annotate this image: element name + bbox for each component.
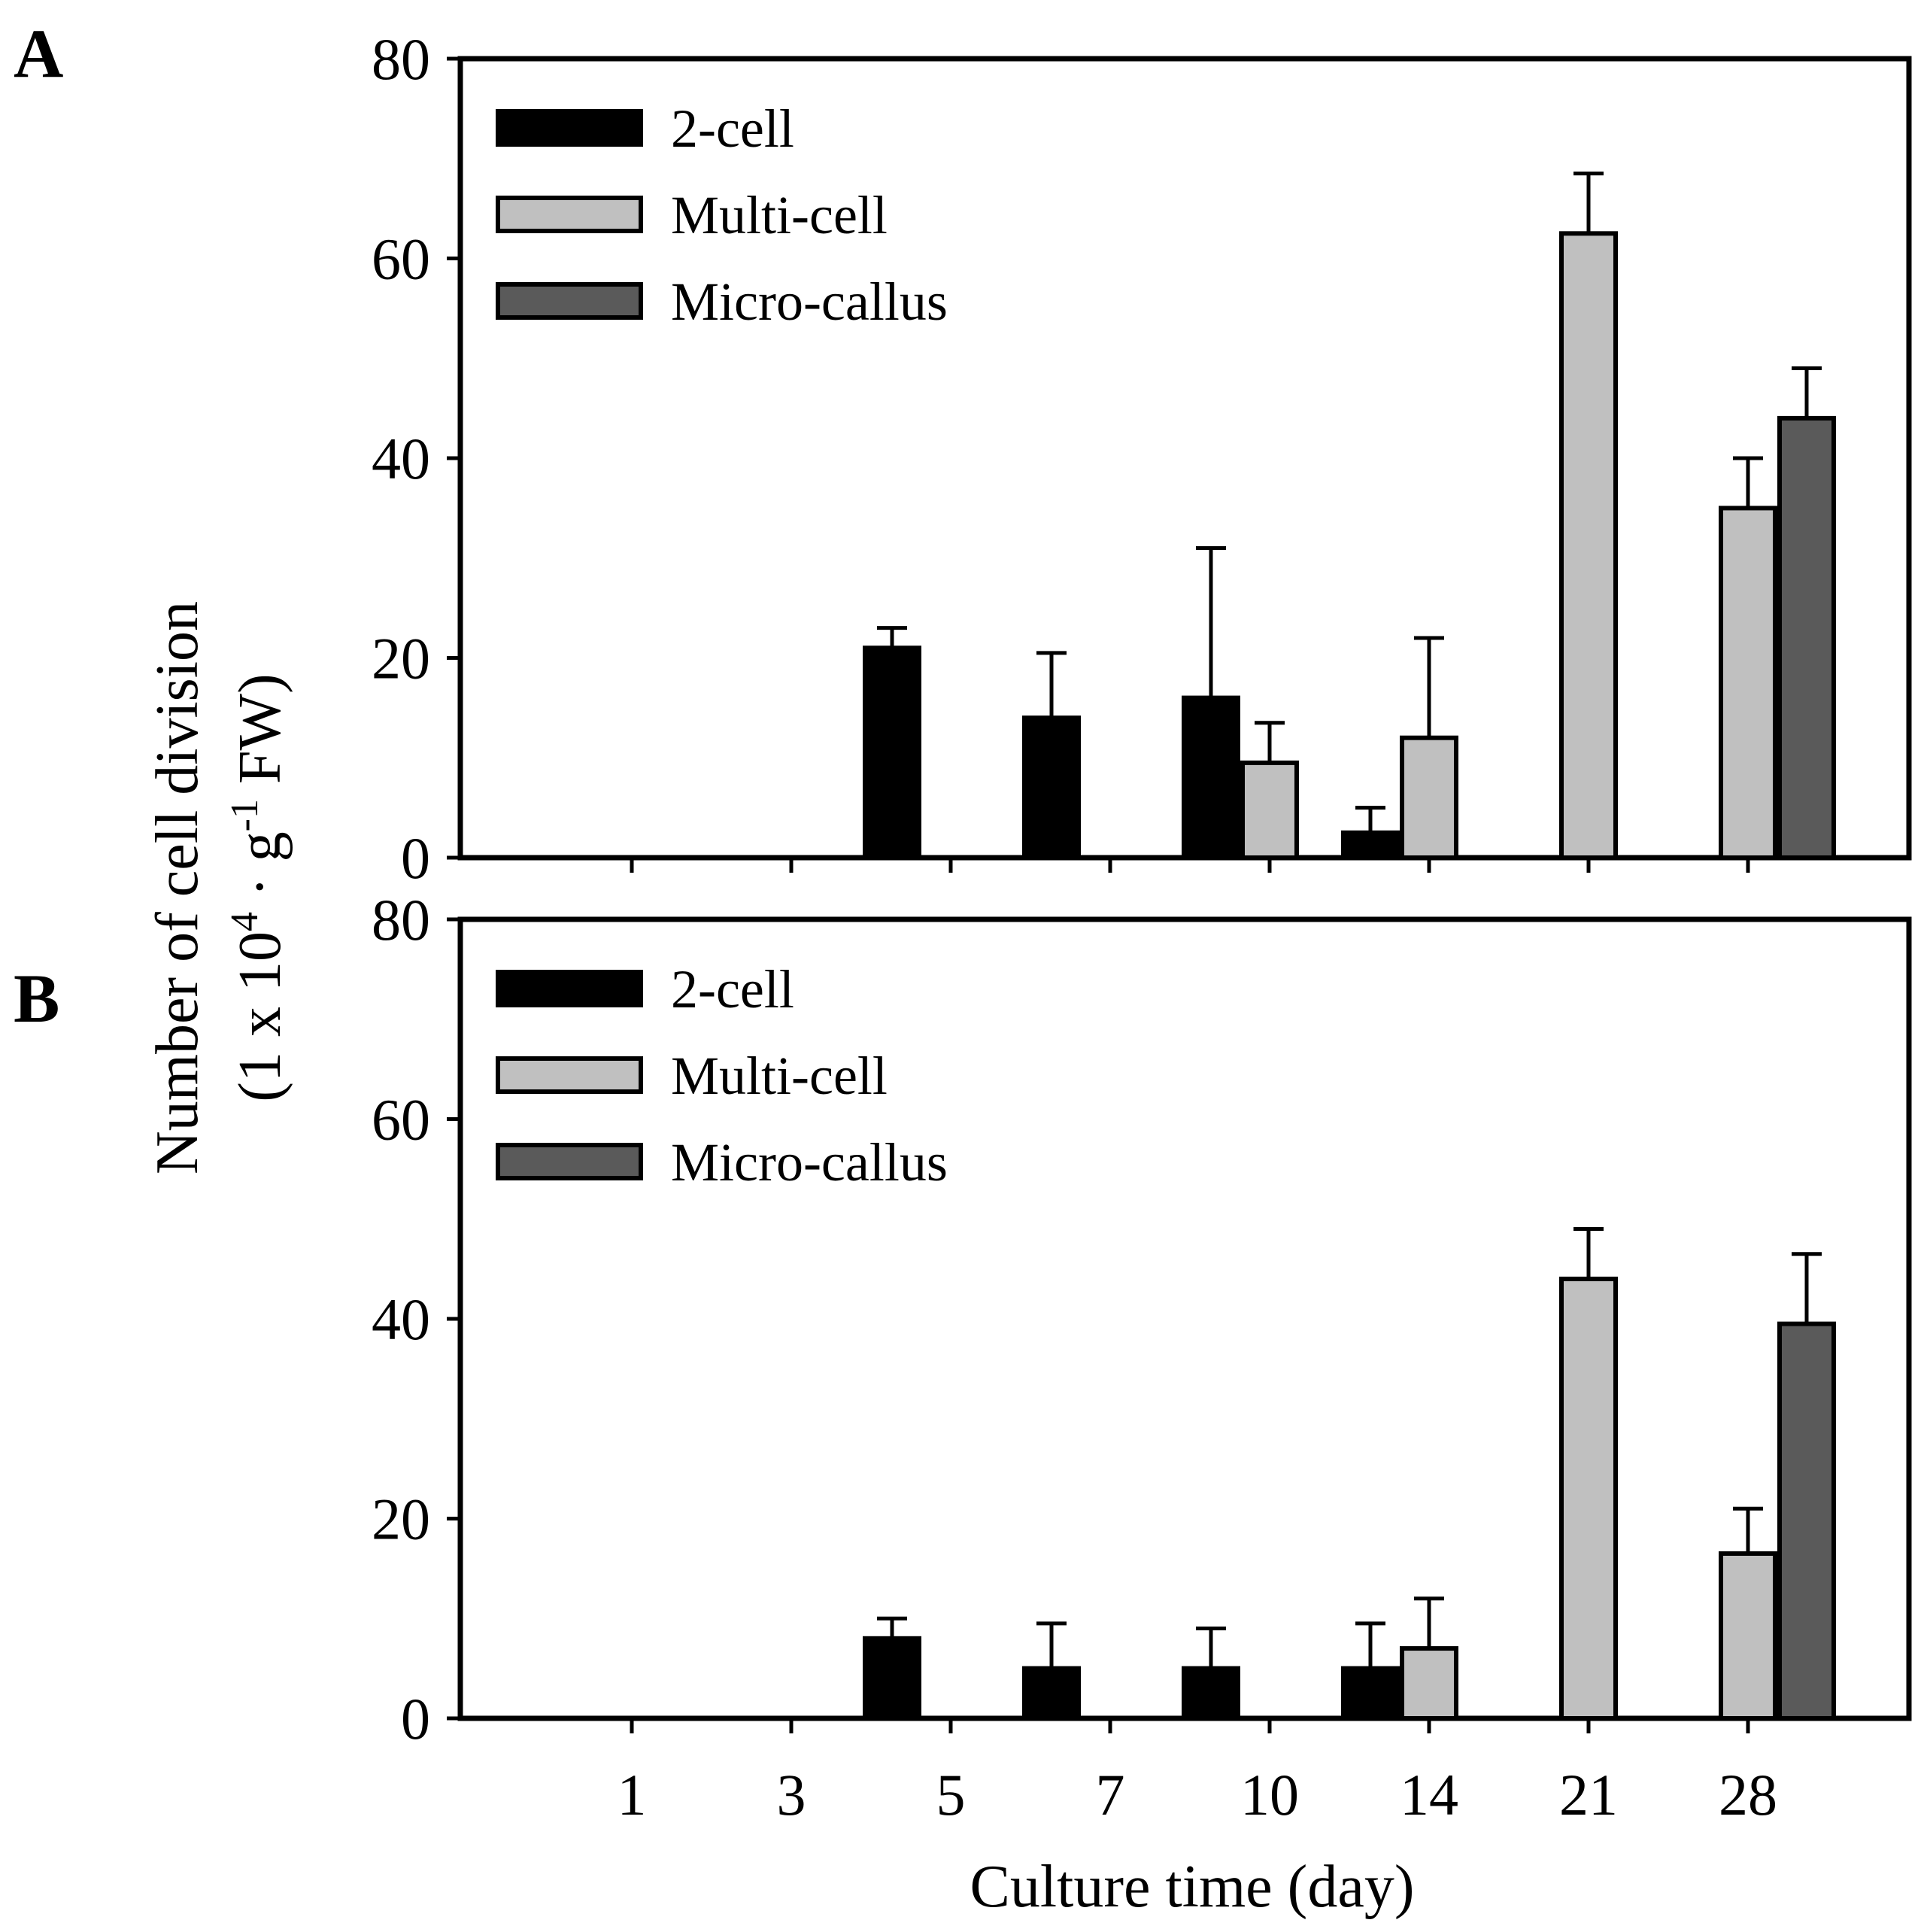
- y-tick-label: 40: [372, 426, 430, 491]
- bar-2-cell: [1341, 830, 1400, 860]
- x-axis-tick-labels: 1 3 5 7 10 14 21 28: [618, 1762, 1778, 1827]
- bar-micro-callus: [1777, 1321, 1836, 1721]
- bar-micro-callus: [1777, 415, 1836, 860]
- y-axis-title-line1: Number of cell division: [144, 601, 211, 1174]
- legend-label: 2-cell: [671, 959, 794, 1019]
- legend-label: Multi-cell: [671, 1046, 888, 1106]
- bar-multi-cell: [1400, 735, 1458, 861]
- legend-swatch: [496, 196, 643, 233]
- y-tick-label: 80: [372, 887, 430, 952]
- panel-b: B 0 20 40 60 80 2-cell Multi-cell Micro-callus: [14, 887, 1912, 1751]
- bar-2-cell: [1182, 1666, 1240, 1721]
- legend-swatch: [496, 282, 643, 320]
- bar-2-cell: [1022, 715, 1081, 861]
- legend-label: Multi-cell: [671, 185, 888, 245]
- bar-2-cell: [1341, 1666, 1400, 1721]
- legend-swatch: [496, 970, 643, 1007]
- plot-frame: [457, 916, 1912, 1721]
- bar-multi-cell: [1240, 760, 1299, 861]
- bar-multi-cell: [1400, 1646, 1458, 1721]
- y-tick-label: 60: [372, 226, 430, 292]
- y-tick-label: 80: [372, 26, 430, 92]
- bar-multi-cell: [1719, 1551, 1777, 1721]
- x-tick-label: 14: [1400, 1762, 1458, 1827]
- panel-letter: A: [14, 15, 63, 92]
- panel-a: A 0 20 40 60 80 2-cell Multi-cell Micro-callus: [14, 15, 1912, 891]
- x-tick-label: 28: [1719, 1762, 1777, 1827]
- x-tick-label: 3: [777, 1762, 806, 1827]
- y-tick-label: 20: [372, 626, 430, 691]
- bar-2-cell: [863, 1636, 921, 1721]
- legend-label: Micro-callus: [671, 1132, 948, 1192]
- legend-label: Micro-callus: [671, 272, 948, 332]
- x-tick-label: 7: [1096, 1762, 1125, 1827]
- panel-letter: B: [14, 960, 59, 1037]
- legend-swatch: [496, 109, 643, 147]
- y-tick-label: 20: [372, 1487, 430, 1552]
- legend-label: 2-cell: [671, 99, 794, 159]
- bar-2-cell: [863, 646, 921, 860]
- y-axis-title-line2: (1 x 104 · g-1 FW): [223, 673, 293, 1101]
- x-tick-label: 5: [936, 1762, 966, 1827]
- bar-2-cell: [1182, 695, 1240, 860]
- bar-2-cell: [1022, 1666, 1081, 1721]
- bar-multi-cell: [1559, 1276, 1618, 1721]
- y-tick-label: 0: [401, 825, 430, 891]
- x-tick-label: 1: [618, 1762, 647, 1827]
- bar-multi-cell: [1719, 506, 1777, 860]
- legend-swatch: [496, 1056, 643, 1094]
- x-tick-label: 21: [1559, 1762, 1618, 1827]
- y-tick-label: 40: [372, 1286, 430, 1352]
- x-axis-title: Culture time (day): [970, 1854, 1415, 1920]
- legend-swatch: [496, 1143, 643, 1180]
- y-tick-label: 0: [401, 1686, 430, 1751]
- bar-multi-cell: [1559, 231, 1618, 860]
- y-tick-label: 60: [372, 1087, 430, 1153]
- x-tick-label: 10: [1240, 1762, 1299, 1827]
